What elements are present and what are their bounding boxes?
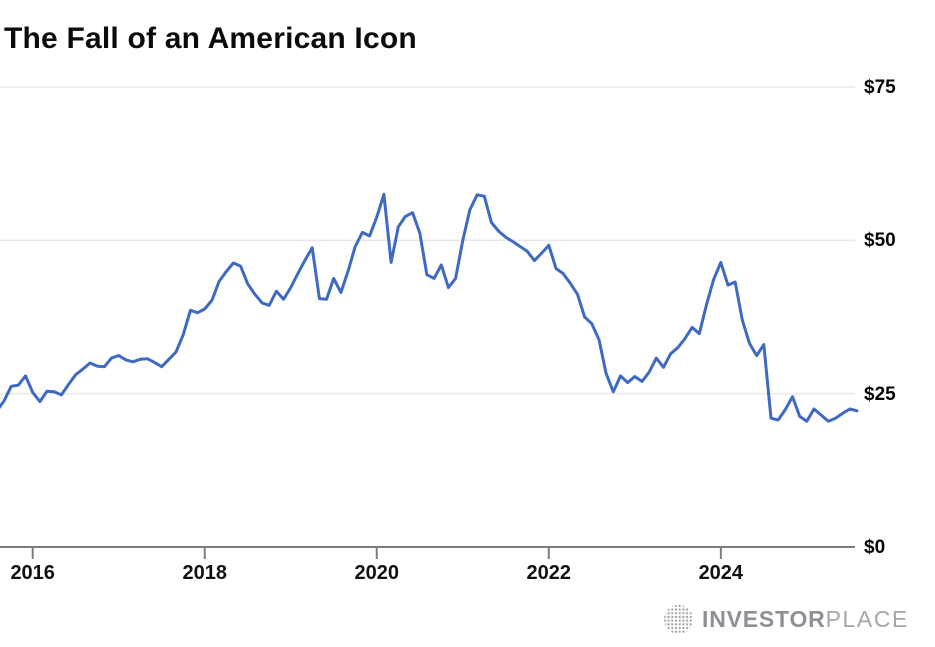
x-axis-label: 2020: [354, 562, 400, 584]
price-line: [0, 192, 859, 423]
investorplace-logo: INVESTORPLACE: [663, 604, 909, 635]
x-axis-label: 2022: [526, 562, 572, 584]
logo-text-place: PLACE: [825, 606, 909, 632]
logo-text: INVESTORPLACE: [702, 604, 909, 635]
y-axis-label: $75: [864, 77, 896, 98]
dotted-globe-icon: [664, 605, 693, 634]
chart-title: The Fall of an American Icon: [4, 22, 417, 55]
gridlines: [0, 86, 855, 395]
x-axis-label: 2018: [182, 562, 227, 584]
y-axis-label: $25: [864, 383, 896, 405]
y-axis-label: $50: [864, 230, 896, 252]
x-axis: [0, 546, 855, 559]
x-axis-label: 2016: [10, 562, 55, 584]
x-axis-label: 2024: [698, 562, 744, 584]
logo-text-investor: INVESTOR: [702, 606, 826, 632]
y-axis-label: $0: [864, 537, 886, 558]
